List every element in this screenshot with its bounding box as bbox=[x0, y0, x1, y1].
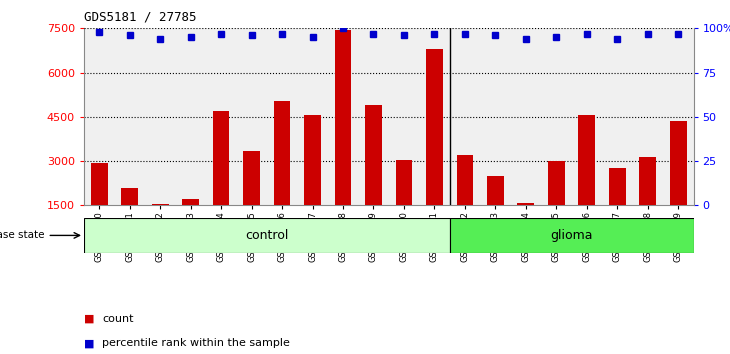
Text: glioma: glioma bbox=[550, 229, 593, 242]
Text: ■: ■ bbox=[84, 338, 94, 348]
Bar bbox=[274, 101, 291, 250]
Bar bbox=[609, 169, 626, 250]
Bar bbox=[670, 121, 687, 250]
Text: control: control bbox=[245, 229, 288, 242]
Bar bbox=[426, 49, 443, 250]
Bar bbox=[212, 111, 229, 250]
Bar bbox=[121, 188, 138, 250]
Bar bbox=[365, 105, 382, 250]
Bar bbox=[578, 115, 595, 250]
Text: ■: ■ bbox=[84, 314, 94, 324]
Text: GDS5181 / 27785: GDS5181 / 27785 bbox=[84, 10, 196, 23]
Text: percentile rank within the sample: percentile rank within the sample bbox=[102, 338, 290, 348]
Bar bbox=[450, 218, 694, 253]
Bar bbox=[91, 162, 107, 250]
Bar bbox=[304, 115, 321, 250]
Bar bbox=[639, 156, 656, 250]
Text: disease state: disease state bbox=[0, 230, 45, 240]
Bar bbox=[548, 161, 565, 250]
Bar bbox=[182, 199, 199, 250]
Bar bbox=[518, 203, 534, 250]
Bar bbox=[334, 30, 351, 250]
Bar bbox=[456, 155, 473, 250]
Bar bbox=[487, 176, 504, 250]
Bar bbox=[84, 218, 450, 253]
Text: count: count bbox=[102, 314, 134, 324]
Bar bbox=[152, 204, 169, 250]
Bar bbox=[396, 160, 412, 250]
Bar bbox=[243, 151, 260, 250]
